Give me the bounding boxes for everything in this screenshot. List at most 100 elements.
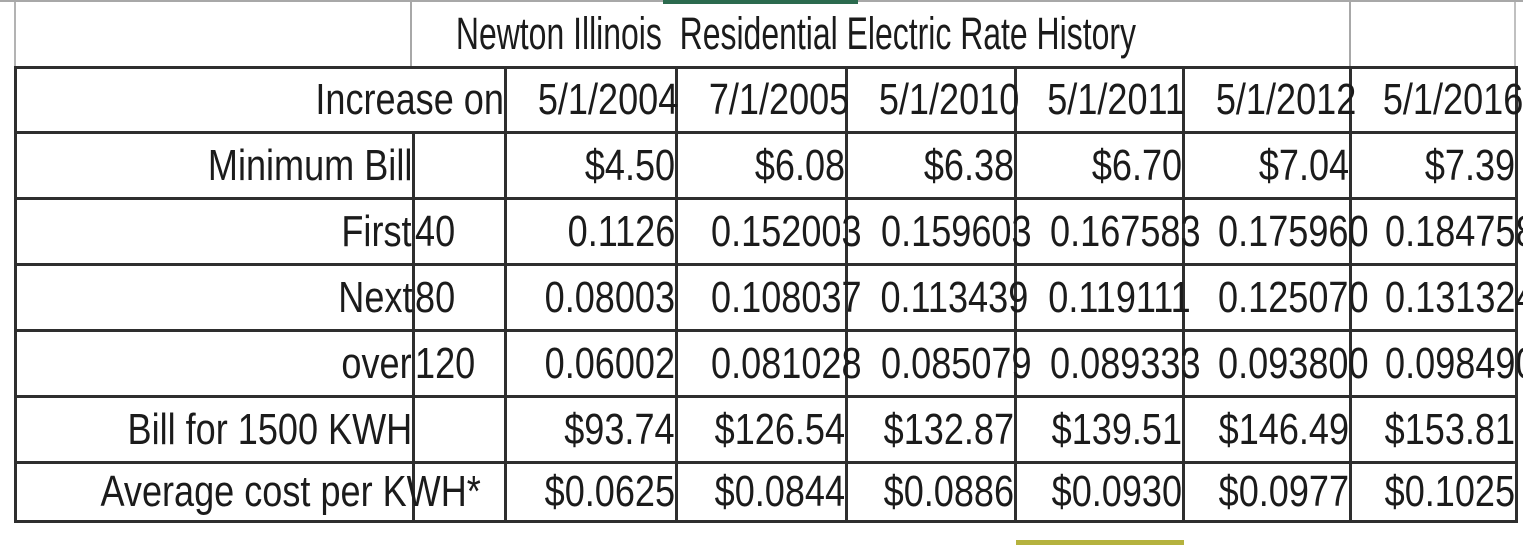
cell-value: $146.49 <box>1218 404 1349 454</box>
tier-kwh: 80 <box>415 272 456 322</box>
date-header-label: 7/1/2005 <box>708 75 850 124</box>
value-cell[interactable]: $7.04 <box>1182 131 1352 200</box>
value-cell[interactable]: $6.38 <box>845 131 1017 200</box>
row-label-cell[interactable]: First <box>14 197 415 266</box>
cell-value: 0.081028 <box>711 338 862 388</box>
cell-value: 0.131324 <box>1385 272 1523 322</box>
tier-kwh-cell[interactable]: 40 <box>412 197 507 266</box>
date-header-cell[interactable]: 5/1/2011 <box>1014 66 1185 134</box>
cell-value: $0.1025 <box>1384 467 1515 516</box>
tier-kwh-cell[interactable]: 80 <box>412 263 507 332</box>
value-cell[interactable]: $4.50 <box>504 131 678 200</box>
value-cell[interactable]: $7.39 <box>1349 131 1518 200</box>
row-label-cell[interactable]: over <box>14 329 415 398</box>
value-cell[interactable]: 0.152003 <box>675 197 862 266</box>
date-header-label: 5/1/2016 <box>1382 75 1523 124</box>
value-cell[interactable]: 0.085079 <box>845 329 1032 398</box>
table-row-bill-1500: Bill for 1500 KWH $93.74 $126.54 $132.87… <box>14 395 1518 464</box>
cell-value: 0.085079 <box>881 338 1032 388</box>
tier-kwh-cell[interactable] <box>412 395 507 464</box>
value-cell[interactable]: 0.108037 <box>675 263 862 332</box>
value-cell[interactable]: $6.70 <box>1014 131 1185 200</box>
row-label: First <box>341 206 412 256</box>
header-corner-cell[interactable]: Increase on <box>14 66 507 134</box>
cell-value: $0.0977 <box>1218 467 1349 516</box>
value-cell[interactable]: $0.0625 <box>504 461 678 523</box>
cell-value: 0.184758 <box>1385 206 1523 256</box>
value-cell[interactable]: 0.098490 <box>1349 329 1523 398</box>
tier-kwh: 40 <box>415 206 456 256</box>
cell-value: $132.87 <box>883 404 1014 454</box>
value-cell[interactable]: $132.87 <box>845 395 1017 464</box>
value-cell[interactable]: 0.081028 <box>675 329 862 398</box>
table-title: Newton Illinois Residential Electric Rat… <box>455 8 1136 59</box>
cell-value: $139.51 <box>1051 404 1182 454</box>
tier-kwh-cell[interactable] <box>412 131 507 200</box>
value-cell[interactable]: $146.49 <box>1182 395 1352 464</box>
value-cell[interactable]: 0.119111 <box>1014 263 1191 332</box>
row-label-cell[interactable]: Minimum Bill <box>14 131 415 200</box>
header-row: Increase on 5/1/2004 7/1/2005 5/1/2010 5… <box>14 66 1523 134</box>
value-cell[interactable]: 0.159603 <box>845 197 1032 266</box>
date-header-cell[interactable]: 7/1/2005 <box>675 66 850 134</box>
value-cell[interactable]: 0.131324 <box>1349 263 1523 332</box>
cell-value: $7.39 <box>1424 140 1515 190</box>
cell-value: 0.152003 <box>711 206 862 256</box>
value-cell[interactable]: $0.0886 <box>845 461 1017 523</box>
cell-value: $153.81 <box>1384 404 1515 454</box>
value-cell[interactable]: 0.167583 <box>1014 197 1201 266</box>
tier-kwh-cell[interactable] <box>412 461 507 523</box>
value-cell[interactable]: $0.0930 <box>1014 461 1185 523</box>
value-cell[interactable]: 0.06002 <box>504 329 678 398</box>
value-cell[interactable]: 0.125070 <box>1182 263 1369 332</box>
cell-value: $126.54 <box>714 404 845 454</box>
value-cell[interactable]: 0.08003 <box>504 263 678 332</box>
value-cell[interactable]: $93.74 <box>504 395 678 464</box>
value-cell[interactable]: $0.0977 <box>1182 461 1352 523</box>
cell-value: $6.08 <box>754 140 845 190</box>
value-cell[interactable]: $0.1025 <box>1349 461 1518 523</box>
cell-value: 0.108037 <box>711 272 862 322</box>
cell-value: 0.08003 <box>544 272 675 322</box>
value-cell[interactable]: 0.113439 <box>845 263 1028 332</box>
cell-value: 0.093800 <box>1218 338 1369 388</box>
cell-value: $0.0886 <box>883 467 1014 516</box>
row-label: Minimum Bill <box>207 140 412 190</box>
value-cell[interactable]: $153.81 <box>1349 395 1518 464</box>
value-cell[interactable]: $126.54 <box>675 395 848 464</box>
value-cell[interactable]: 0.089333 <box>1014 329 1201 398</box>
value-cell[interactable]: $139.51 <box>1014 395 1185 464</box>
rate-history-table: Increase on 5/1/2004 7/1/2005 5/1/2010 5… <box>14 66 1523 523</box>
cell-value: 0.113439 <box>880 272 1029 322</box>
date-header-label: 5/1/2012 <box>1215 75 1357 124</box>
header-corner-label: Increase on <box>315 75 504 124</box>
date-header-cell[interactable]: 5/1/2016 <box>1349 66 1523 134</box>
value-cell[interactable]: $0.0844 <box>675 461 848 523</box>
table-row-first-tier: First 40 0.1126 0.152003 0.159603 0.1675… <box>14 197 1523 266</box>
value-cell[interactable]: 0.093800 <box>1182 329 1369 398</box>
row-label-cell[interactable]: Average cost per KWH* <box>14 461 481 523</box>
tier-kwh-cell[interactable]: 120 <box>412 329 507 398</box>
cell-value: $6.38 <box>923 140 1014 190</box>
cell-value: 0.1126 <box>567 206 675 256</box>
cell-value: $0.0625 <box>544 467 675 516</box>
value-cell[interactable]: 0.184758 <box>1349 197 1523 266</box>
date-header-cell[interactable]: 5/1/2012 <box>1182 66 1356 134</box>
value-cell[interactable]: 0.1126 <box>504 197 678 266</box>
row-label-cell[interactable]: Bill for 1500 KWH <box>14 395 415 464</box>
date-header-cell[interactable]: 5/1/2004 <box>504 66 678 134</box>
left-gridline <box>14 2 16 66</box>
table-row-minimum-bill: Minimum Bill $4.50 $6.08 $6.38 $6.70 $7.… <box>14 131 1518 200</box>
cell-value: $7.04 <box>1258 140 1349 190</box>
value-cell[interactable]: $6.08 <box>675 131 848 200</box>
cell-value: 0.167583 <box>1050 206 1201 256</box>
cell-value: 0.159603 <box>881 206 1032 256</box>
row-label: Bill for 1500 KWH <box>127 404 412 454</box>
cell-value: $93.74 <box>564 404 675 454</box>
selection-border-yellow <box>1016 540 1184 545</box>
row-label-cell[interactable]: Next <box>14 263 415 332</box>
cell-value: $0.0844 <box>714 467 845 516</box>
value-cell[interactable]: 0.175960 <box>1182 197 1369 266</box>
date-header-cell[interactable]: 5/1/2010 <box>845 66 1019 134</box>
